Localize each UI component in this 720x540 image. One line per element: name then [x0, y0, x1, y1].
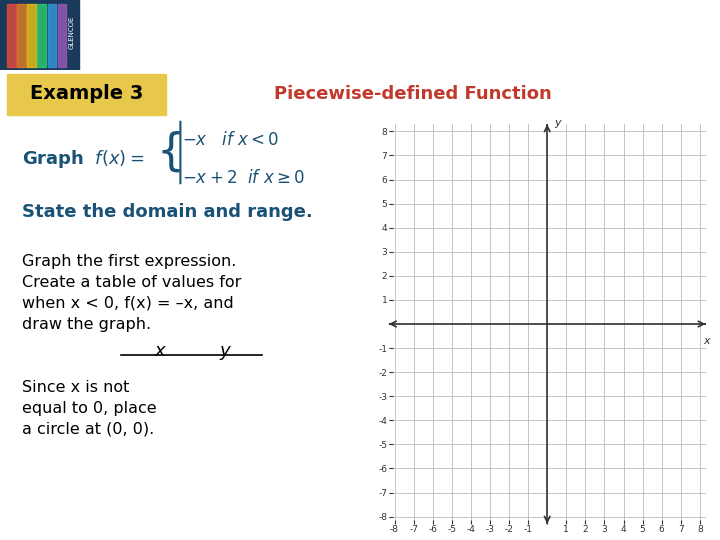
Text: $\bf{Graph}$  $f(x) =$: $\bf{Graph}$ $f(x) =$ [22, 148, 145, 170]
Text: GLENCOE: GLENCOE [68, 16, 74, 49]
Text: $-x$   $if\ x < 0$: $-x$ $if\ x < 0$ [182, 131, 279, 150]
Text: Since x is not
equal to 0, place
a circle at (0, 0).: Since x is not equal to 0, place a circl… [22, 380, 157, 437]
Text: {: { [157, 131, 185, 174]
Text: x: x [703, 336, 710, 346]
Text: y: y [554, 118, 560, 128]
Bar [27, 3, 36, 66]
Bar [37, 3, 46, 66]
Bar [7, 74, 166, 115]
Text: Piecewise-defined Function: Piecewise-defined Function [274, 85, 552, 103]
Bar [7, 3, 16, 66]
Bar [17, 3, 26, 66]
Text: x: x [154, 342, 165, 360]
Bar [0, 0, 79, 70]
Text: State the domain and range.: State the domain and range. [22, 203, 312, 221]
Text: $-x + 2$  $if\ x \geq 0$: $-x + 2$ $if\ x \geq 0$ [182, 170, 305, 187]
Text: Graph the first expression.
Create a table of values for
when x < 0, f(x) = –x, : Graph the first expression. Create a tab… [22, 254, 241, 332]
Text: Example 3: Example 3 [30, 84, 143, 103]
Bar [48, 3, 56, 66]
Bar [58, 3, 66, 66]
Text: ALGEBRA 1: ALGEBRA 1 [94, 12, 338, 51]
Text: y: y [219, 342, 230, 360]
